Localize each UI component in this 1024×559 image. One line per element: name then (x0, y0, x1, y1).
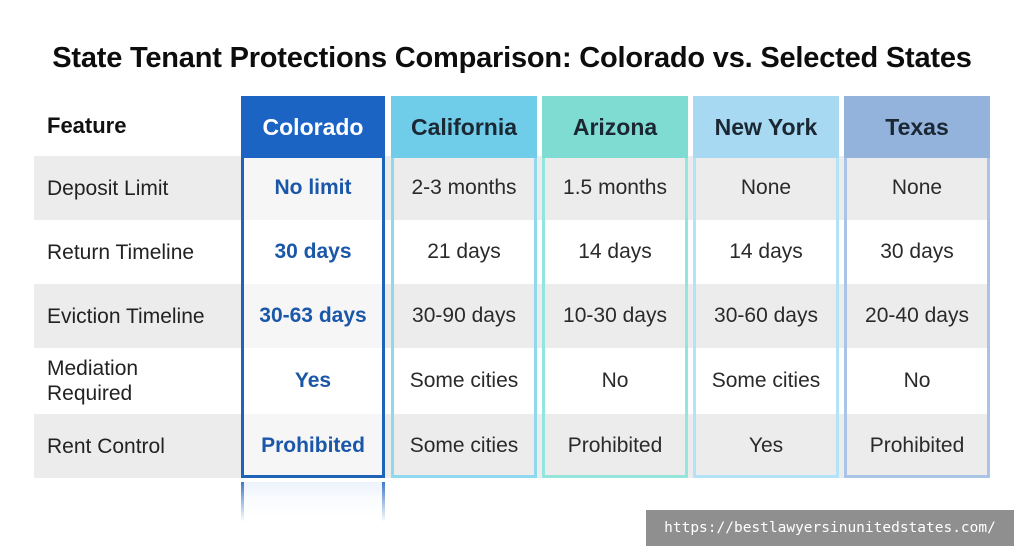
column-header-texas: Texas (844, 96, 990, 158)
feature-label: Return Timeline (47, 240, 195, 264)
cell-california-deposit-limit: 2-3 months (411, 176, 517, 199)
column-arizona: Arizona 1.5 months 14 days 10-30 days No… (542, 96, 688, 478)
column-header-arizona: Arizona (542, 96, 688, 158)
cell-colorado-mediation-required: Yes (294, 369, 332, 392)
column-header-new-york: New York (693, 96, 839, 158)
cell-california-mediation-required: Some cities (409, 369, 519, 392)
cell-colorado-rent-control: Prohibited (261, 434, 365, 457)
cell-texas-mediation-required: No (903, 369, 931, 392)
row-band-mediation-required (34, 348, 990, 414)
row-band-return-timeline (34, 220, 990, 284)
cell-new-york-rent-control: Yes (748, 434, 784, 457)
column-colorado: Colorado No limit 30 days 30-63 days Yes… (241, 96, 385, 478)
column-header-california: California (391, 96, 537, 158)
row-band-deposit-limit (34, 156, 990, 220)
feature-label: Rent Control (47, 434, 165, 458)
column-texas: Texas None 30 days 20-40 days No Prohibi… (844, 96, 990, 478)
cell-arizona-eviction-timeline: 10-30 days (563, 304, 667, 327)
row-band-rent-control (34, 414, 990, 478)
comparison-table: Feature Deposit Limit Return Timeline Ev… (34, 96, 994, 486)
feature-column: Feature Deposit Limit Return Timeline Ev… (34, 96, 239, 478)
feature-header: Feature (47, 113, 127, 138)
colorado-column-reflection (241, 482, 385, 522)
row-band-eviction-timeline (34, 284, 990, 348)
cell-arizona-deposit-limit: 1.5 months (563, 176, 667, 199)
column-california: California 2-3 months 21 days 30-90 days… (391, 96, 537, 478)
page-title: State Tenant Protections Comparison: Col… (52, 42, 972, 74)
watermark-url: https://bestlawyersinunitedstates.com/ (646, 510, 1014, 546)
cell-california-rent-control: Some cities (409, 434, 519, 457)
column-header-colorado: Colorado (241, 96, 385, 158)
cell-colorado-deposit-limit: No limit (274, 176, 352, 199)
cell-arizona-rent-control: Prohibited (567, 434, 663, 457)
cell-arizona-mediation-required: No (601, 369, 629, 392)
cell-texas-deposit-limit: None (891, 176, 943, 199)
cell-new-york-mediation-required: Some cities (711, 369, 821, 392)
cell-texas-return-timeline: 30 days (880, 240, 954, 263)
column-new-york: New York None 14 days 30-60 days Some ci… (693, 96, 839, 478)
cell-new-york-deposit-limit: None (740, 176, 792, 199)
cell-colorado-return-timeline: 30 days (274, 240, 352, 263)
cell-colorado-eviction-timeline: 30-63 days (259, 304, 367, 327)
cell-new-york-return-timeline: 14 days (729, 240, 803, 263)
feature-label: Deposit Limit (47, 176, 169, 200)
feature-label: Eviction Timeline (47, 304, 205, 328)
cell-california-return-timeline: 21 days (427, 240, 501, 263)
cell-new-york-eviction-timeline: 30-60 days (714, 304, 818, 327)
feature-label: Mediation Required (47, 357, 139, 405)
cell-california-eviction-timeline: 30-90 days (412, 304, 516, 327)
cell-arizona-return-timeline: 14 days (578, 240, 652, 263)
cell-texas-rent-control: Prohibited (869, 434, 965, 457)
cell-texas-eviction-timeline: 20-40 days (865, 304, 969, 327)
